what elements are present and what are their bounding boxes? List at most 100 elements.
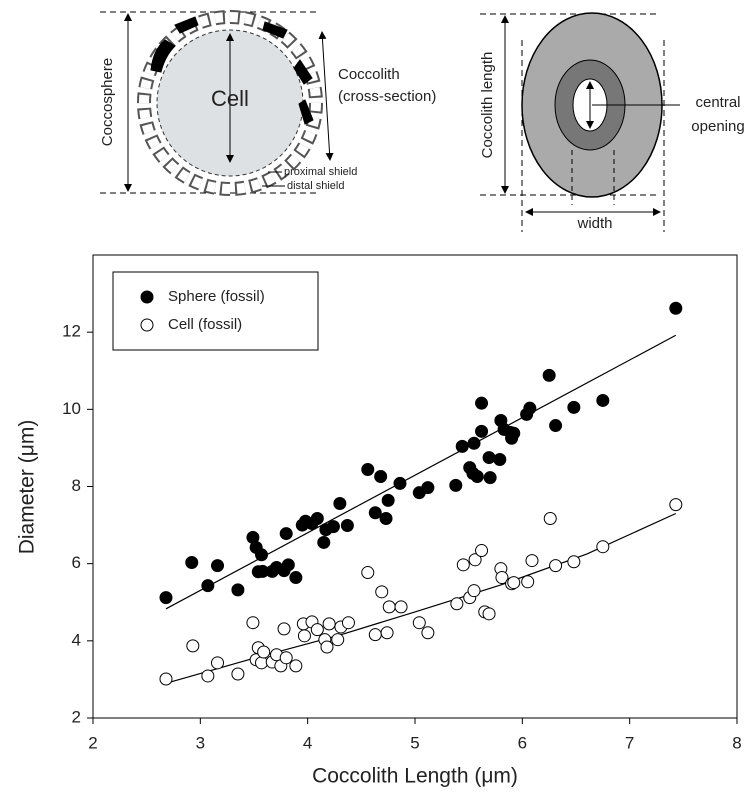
- fit-line: [165, 334, 677, 610]
- point: [375, 585, 389, 599]
- point: [475, 424, 489, 438]
- point: [185, 556, 199, 570]
- point: [317, 535, 331, 549]
- label: Coccosphere: [99, 58, 116, 146]
- point: [281, 558, 295, 572]
- legend-label: Sphere (fossil): [168, 288, 265, 305]
- point: [289, 659, 303, 673]
- point: [542, 368, 556, 382]
- legend-label: Cell (fossil): [168, 316, 242, 333]
- point: [567, 555, 581, 569]
- point: [320, 640, 334, 654]
- point: [475, 396, 489, 410]
- point: [277, 622, 291, 636]
- point: [201, 669, 215, 683]
- point: [341, 616, 355, 630]
- point: [201, 579, 215, 593]
- point: [394, 600, 408, 614]
- label: Coccolith: [338, 66, 400, 83]
- point: [368, 506, 382, 520]
- point: [159, 591, 173, 605]
- point: [596, 540, 610, 554]
- y-tick-label: 6: [72, 553, 81, 572]
- point: [495, 571, 509, 585]
- label: (cross-section): [338, 88, 436, 105]
- y-tick-label: 8: [72, 476, 81, 495]
- label: width: [576, 215, 612, 232]
- point: [669, 498, 683, 512]
- point: [412, 616, 426, 630]
- coccolith-diagram: [480, 12, 680, 232]
- y-tick-label: 12: [62, 322, 81, 341]
- point: [521, 575, 535, 589]
- point: [331, 633, 345, 647]
- label: proximal shield: [284, 166, 357, 178]
- point: [669, 301, 683, 315]
- x-tick-label: 5: [410, 733, 419, 752]
- point: [467, 436, 481, 450]
- label: Cell: [211, 86, 249, 111]
- point: [211, 656, 225, 670]
- point: [246, 616, 260, 630]
- point: [507, 576, 521, 590]
- point: [333, 496, 347, 510]
- y-tick-label: 2: [72, 707, 81, 726]
- point: [279, 527, 293, 541]
- point: [381, 493, 395, 507]
- label: central: [695, 94, 740, 111]
- point: [467, 584, 481, 598]
- y-axis-label: Diameter (μm): [16, 420, 39, 555]
- point: [449, 478, 463, 492]
- legend-marker: [140, 318, 154, 332]
- point: [525, 554, 539, 568]
- point: [470, 469, 484, 483]
- point: [255, 656, 269, 670]
- point: [482, 451, 496, 465]
- point: [310, 623, 324, 637]
- point: [380, 626, 394, 640]
- point: [382, 600, 396, 614]
- point: [257, 645, 271, 659]
- point: [393, 476, 407, 490]
- x-tick-label: 6: [518, 733, 527, 752]
- legend-marker: [140, 290, 154, 304]
- point: [211, 559, 225, 573]
- point: [549, 419, 563, 433]
- label: distal shield: [287, 180, 344, 192]
- y-tick-label: 4: [72, 630, 81, 649]
- point: [279, 651, 293, 665]
- point: [455, 439, 469, 453]
- point: [567, 400, 581, 414]
- point: [231, 667, 245, 681]
- point: [468, 553, 482, 567]
- x-axis-label: Coccolith Length (μm): [312, 765, 518, 788]
- point: [493, 452, 507, 466]
- point: [507, 426, 521, 440]
- coccosphere-diagram: [100, 10, 334, 196]
- point: [186, 639, 200, 653]
- point: [374, 469, 388, 483]
- point: [421, 626, 435, 640]
- x-tick-label: 3: [196, 733, 205, 752]
- point: [475, 544, 489, 558]
- x-tick-label: 7: [625, 733, 634, 752]
- legend-box: [112, 271, 319, 351]
- point: [361, 463, 375, 477]
- point: [379, 512, 393, 526]
- label: Coccolith length: [479, 52, 496, 159]
- point: [450, 597, 464, 611]
- x-tick-label: 2: [88, 733, 97, 752]
- point: [543, 512, 557, 526]
- point: [159, 672, 173, 686]
- label: opening: [691, 118, 744, 135]
- point: [310, 512, 324, 526]
- point: [322, 617, 336, 631]
- point: [456, 558, 470, 572]
- point: [326, 520, 340, 534]
- point: [549, 559, 563, 573]
- point: [231, 583, 245, 597]
- x-tick-label: 4: [303, 733, 312, 752]
- point: [596, 393, 610, 407]
- point: [482, 607, 496, 621]
